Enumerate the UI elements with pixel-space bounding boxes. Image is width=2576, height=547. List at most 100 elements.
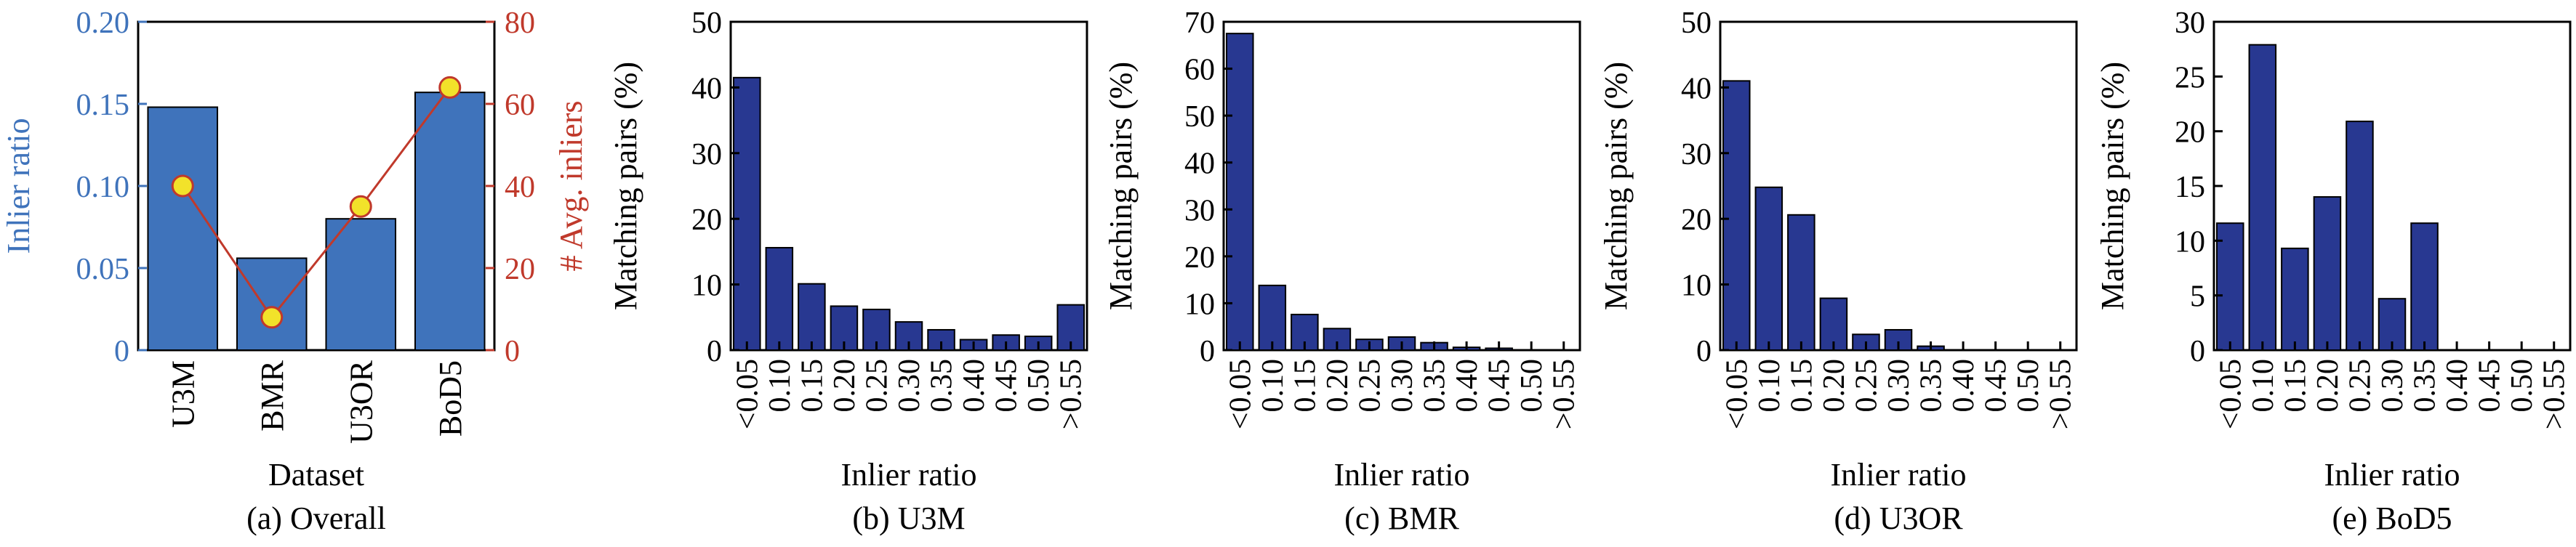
y-tick-label: 10 [691, 270, 722, 303]
y-axis-label: Matching pairs (%) [608, 62, 643, 310]
y-axis-label: Inlier ratio [1, 118, 36, 254]
y-axis-label: Matching pairs (%) [1103, 62, 1139, 310]
x-tick-label: <0.05 [2214, 359, 2247, 429]
bar [1258, 284, 1287, 351]
panel-u3or: 0 10 20 30 40 50 <0.050.100.150.200.250.300.3… [1598, 7, 2078, 536]
bar [2248, 44, 2277, 351]
y-tick-label: 0 [1200, 335, 1215, 368]
x-tick-label: 0.20 [1818, 359, 1851, 413]
bar [2313, 196, 2342, 352]
x-tick-label: 0.25 [1850, 359, 1883, 413]
bar [2346, 121, 2374, 352]
y-tick-label: 15 [2175, 171, 2205, 204]
x-tick-label: 0.25 [1353, 359, 1387, 413]
x-tick-label: 0.15 [795, 359, 829, 413]
x-tick-label: >0.55 [1548, 359, 1581, 429]
x-tick-label: <0.05 [1720, 359, 1754, 429]
bar [2281, 247, 2309, 351]
x-tick-label: BoD5 [433, 360, 468, 437]
y-tick-label: 30 [1184, 194, 1215, 227]
bar [325, 218, 397, 352]
x-tick-label: 0.45 [990, 359, 1024, 413]
bar [1754, 186, 1783, 352]
x-tick-label: 0.40 [1947, 359, 1981, 413]
y-tick-label: 60 [505, 89, 535, 122]
y-tick-label: 30 [691, 138, 722, 171]
bar [2216, 222, 2244, 351]
x-tick-label: 0.50 [2505, 359, 2539, 413]
line-point [438, 76, 462, 99]
x-tick-label: 0.45 [1980, 359, 2013, 413]
x-tick-label: 0.40 [2441, 359, 2474, 413]
y-tick-label: 20 [2175, 116, 2205, 150]
x-tick-label: 0.45 [2473, 359, 2507, 413]
x-tick-label: >0.55 [1055, 359, 1088, 429]
x-tick-label: 0.15 [1785, 359, 1818, 413]
y-tick-label: 5 [2190, 280, 2205, 314]
y-tick-label: 20 [1681, 203, 1712, 237]
y-tick-label: 20 [505, 253, 535, 286]
bar [414, 92, 486, 352]
x-tick-label: 0.20 [828, 359, 862, 413]
x-axis-label: Inlier ratio [2324, 457, 2460, 493]
x-tick-label: >0.55 [2045, 359, 2078, 429]
bar [1722, 80, 1751, 352]
y-tick-label: 60 [1184, 54, 1215, 87]
y-tick-label: 0.05 [76, 253, 130, 286]
y-tick-label: 50 [691, 7, 722, 40]
x-tick-label: 0.40 [1450, 359, 1484, 413]
bar [1819, 297, 1848, 352]
x-tick-label: U3OR [343, 360, 379, 444]
x-tick-label: 0.35 [926, 359, 959, 413]
x-axis-label: Inlier ratio [841, 457, 977, 493]
y-axis-label: Matching pairs (%) [2095, 62, 2130, 310]
y-tick-label: 30 [2175, 7, 2205, 40]
y-tick-label: 0 [114, 335, 129, 368]
line-point [349, 195, 372, 218]
bar [733, 76, 761, 351]
x-tick-label: 0.10 [763, 359, 797, 413]
y-tick-label: 0.10 [76, 171, 130, 204]
y-tick-label: 20 [1184, 241, 1215, 275]
x-tick-label: <0.05 [731, 359, 764, 429]
y-tick-label: 50 [1681, 7, 1712, 40]
x-axis-label: Inlier ratio [1831, 457, 1967, 493]
x-tick-label: <0.05 [1224, 359, 1257, 429]
x-tick-label: 0.10 [1256, 359, 1290, 413]
y-tick-label: 0 [2190, 335, 2205, 368]
y-tick-label: 10 [1184, 288, 1215, 321]
y-tick-label: 50 [1184, 100, 1215, 134]
x-tick-label: 0.30 [2376, 359, 2410, 413]
panel-caption: (c) BMR [1344, 501, 1459, 536]
y-tick-label: 0.20 [76, 7, 130, 40]
x-tick-label: 0.25 [2343, 359, 2377, 413]
panel-overall: 0 0.05 0.10 0.15 0.20 0 20 40 60 80 U3M BMR U3OR Bo… [1, 7, 589, 536]
x-tick-label: BMR [254, 360, 290, 431]
y-tick-label: 80 [505, 7, 535, 40]
x-axis-label: Inlier ratio [1334, 457, 1470, 493]
y-tick-label: 40 [691, 72, 722, 105]
y-tick-label: 20 [691, 203, 722, 237]
x-tick-label: 0.20 [2311, 359, 2345, 413]
x-tick-label: 0.20 [1321, 359, 1355, 413]
panel-caption: (b) U3M [852, 501, 965, 536]
x-tick-label: 0.15 [2279, 359, 2312, 413]
x-tick-label: 0.35 [1915, 359, 1949, 413]
y-tick-label: 30 [1681, 138, 1712, 171]
x-tick-label: 0.50 [1022, 359, 1056, 413]
bar [798, 283, 826, 352]
x-tick-label: 0.30 [893, 359, 926, 413]
bar [2410, 222, 2439, 351]
bar [765, 246, 794, 352]
x-tick-label: 0.15 [1288, 359, 1322, 413]
y-tick-label: 0.15 [76, 89, 130, 122]
x-tick-label: 0.40 [958, 359, 991, 413]
panel-caption: (a) Overall [246, 501, 386, 536]
y-tick-label: 40 [505, 171, 535, 204]
bar [1226, 33, 1254, 352]
x-tick-label: >0.55 [2538, 359, 2572, 429]
x-axis-label: Dataset [268, 457, 364, 493]
bar [147, 106, 219, 352]
